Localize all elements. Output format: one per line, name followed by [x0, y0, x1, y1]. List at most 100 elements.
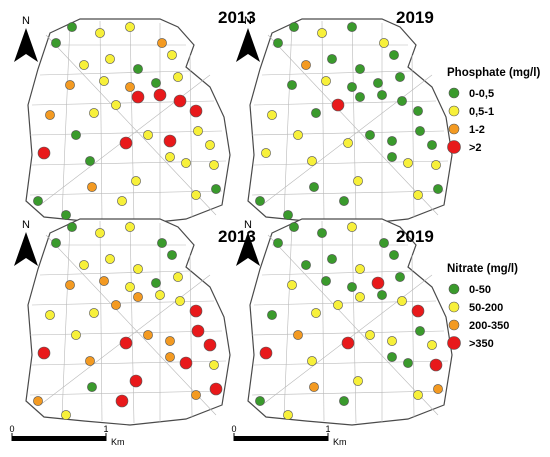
- map-panel-nitrate-2013: [25, 218, 231, 426]
- legend-swatch-yellow: [448, 301, 460, 313]
- sampling-point-yellow: [105, 54, 115, 64]
- sampling-point-green: [67, 22, 77, 32]
- sampling-point-green: [327, 254, 337, 264]
- sampling-point-orange: [33, 396, 43, 406]
- sampling-point-yellow: [283, 410, 293, 420]
- sampling-point-yellow: [79, 60, 89, 70]
- sampling-point-yellow: [287, 280, 297, 290]
- street-line: [351, 20, 357, 224]
- sampling-point-yellow: [209, 360, 219, 370]
- sampling-point-orange: [433, 384, 443, 394]
- sampling-point-yellow: [387, 336, 397, 346]
- sampling-points: [33, 22, 221, 220]
- sampling-point-green: [317, 228, 327, 238]
- sampling-point-green: [339, 396, 349, 406]
- sampling-point-green: [33, 196, 43, 206]
- legend-label: 0-50: [469, 284, 491, 296]
- sampling-point-green: [133, 64, 143, 74]
- sampling-point-orange: [125, 82, 135, 92]
- sampling-point-yellow: [143, 130, 153, 140]
- street-line: [99, 220, 103, 422]
- sampling-point-red: [331, 98, 345, 112]
- scale-tick-start: 0: [231, 424, 236, 434]
- sampling-point-yellow: [321, 76, 331, 86]
- sampling-point-yellow: [193, 126, 203, 136]
- street-line: [29, 130, 223, 136]
- legend-swatch-orange: [448, 319, 460, 331]
- legend-title: Phosphate (mg/l): [447, 67, 540, 79]
- sampling-point-red: [163, 134, 177, 148]
- sampling-point-green: [347, 22, 357, 32]
- sampling-point-orange: [293, 330, 303, 340]
- sampling-point-red: [189, 104, 203, 118]
- sampling-point-yellow: [155, 290, 165, 300]
- sampling-point-green: [87, 382, 97, 392]
- sampling-point-orange: [133, 292, 143, 302]
- legend-label: >350: [469, 338, 494, 350]
- sampling-point-green: [403, 358, 413, 368]
- sampling-point-orange: [165, 336, 175, 346]
- sampling-point-green: [433, 184, 443, 194]
- map-panel-phosphate-2019: [247, 18, 453, 226]
- sampling-point-orange: [65, 280, 75, 290]
- street-line: [61, 222, 71, 418]
- sampling-point-yellow: [45, 310, 55, 320]
- sampling-point-green: [397, 96, 407, 106]
- north-arrow-icon: N: [236, 15, 260, 62]
- map-panel-phosphate-2013: [25, 18, 231, 226]
- sampling-point-orange: [143, 330, 153, 340]
- sampling-point-orange: [85, 356, 95, 366]
- north-arrow-icon: N: [236, 219, 260, 266]
- sampling-point-yellow: [413, 190, 423, 200]
- sampling-point-yellow: [99, 76, 109, 86]
- street-line: [29, 390, 223, 396]
- legend-label: 0-0,5: [469, 88, 494, 100]
- sampling-point-green: [389, 50, 399, 60]
- legend-swatch-green: [448, 87, 460, 99]
- sampling-point-red: [173, 94, 187, 108]
- sampling-point-yellow: [125, 22, 135, 32]
- sampling-point-red: [203, 338, 217, 352]
- sampling-point-red: [153, 88, 167, 102]
- legend-title: Nitrate (mg/l): [447, 263, 518, 275]
- sampling-point-yellow: [61, 410, 71, 420]
- sampling-point-green: [327, 54, 337, 64]
- north-letter: N: [22, 15, 30, 27]
- sampling-point-red: [209, 382, 223, 396]
- street-line: [411, 54, 415, 218]
- sampling-point-red: [37, 146, 51, 160]
- sampling-point-green: [157, 238, 167, 248]
- scale-tick-end: 1: [103, 424, 108, 434]
- sampling-point-green: [289, 22, 299, 32]
- street-line: [261, 70, 413, 76]
- sampling-point-orange: [65, 80, 75, 90]
- street-line: [251, 190, 445, 196]
- sampling-point-yellow: [427, 340, 437, 350]
- street-line: [189, 54, 193, 218]
- sampling-point-green: [61, 210, 71, 220]
- sampling-point-yellow: [89, 108, 99, 118]
- sampling-point-orange: [157, 38, 167, 48]
- scale-unit: Km: [333, 437, 347, 447]
- sampling-point-red: [259, 346, 273, 360]
- legend-nitrate: Nitrate (mg/l) 0-50 50-200 200-350 >350: [447, 263, 518, 350]
- sampling-point-yellow: [261, 148, 271, 158]
- sampling-point-red: [179, 356, 193, 370]
- sampling-point-red: [341, 336, 355, 350]
- sampling-point-yellow: [89, 308, 99, 318]
- sampling-point-yellow: [165, 152, 175, 162]
- sampling-point-yellow: [131, 176, 141, 186]
- street-line: [351, 220, 357, 424]
- sampling-points: [33, 222, 223, 420]
- sampling-point-red: [115, 394, 129, 408]
- sampling-point-yellow: [307, 356, 317, 366]
- sampling-point-green: [373, 78, 383, 88]
- sampling-point-green: [85, 156, 95, 166]
- sampling-point-green: [377, 290, 387, 300]
- street-line: [261, 270, 413, 276]
- north-arrow-icon: N: [14, 15, 38, 62]
- sampling-point-red: [429, 358, 443, 372]
- sampling-point-green: [167, 250, 177, 260]
- sampling-point-yellow: [311, 308, 321, 318]
- year-label-phosphate-2013: 2013: [218, 8, 256, 27]
